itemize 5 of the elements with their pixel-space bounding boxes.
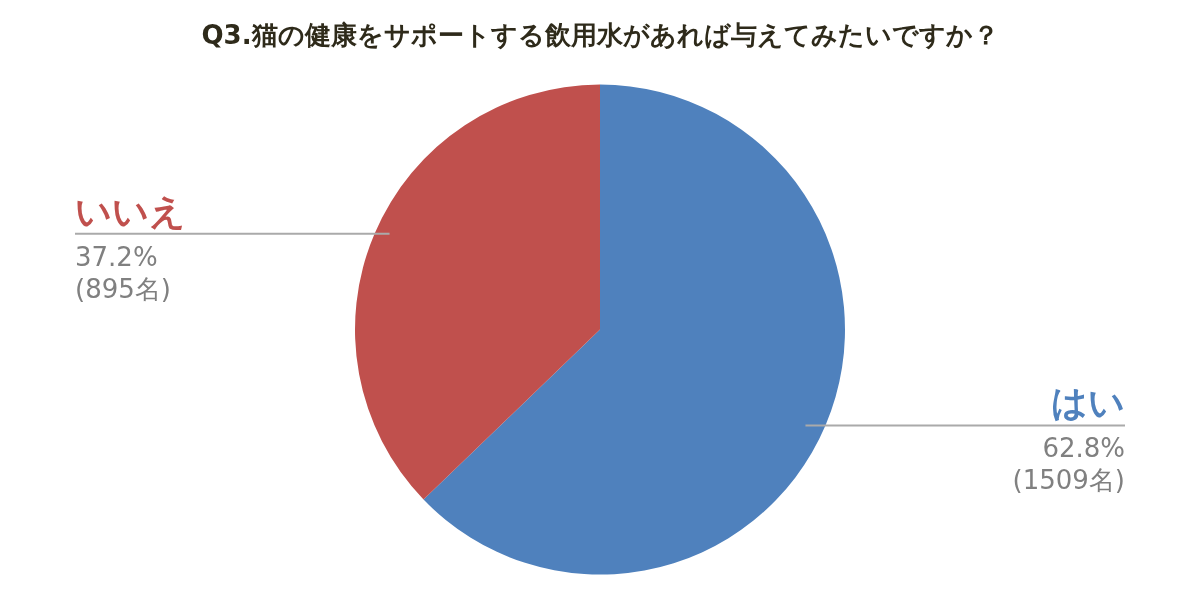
slice-label: いいえ <box>75 190 186 232</box>
data-label: 62.8% (1509名) <box>1012 433 1125 496</box>
chart-title: Q3.猫の健康をサポートする飲用水があれば与えてみたいですか？ <box>201 20 999 51</box>
slice-label: はい <box>1051 382 1125 424</box>
data-label: 37.2% (895名) <box>75 241 171 304</box>
